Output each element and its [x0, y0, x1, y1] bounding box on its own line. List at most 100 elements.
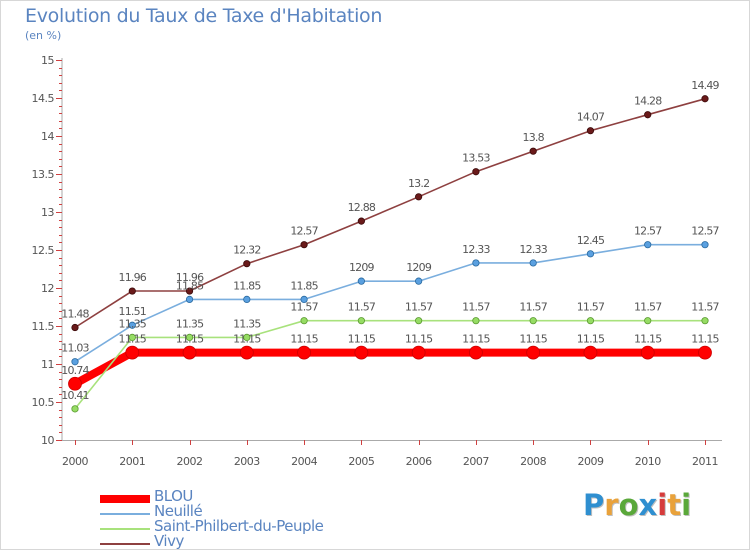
- y-tick-label: 13: [41, 206, 54, 219]
- data-label-saint-philbert-du-peuple: 11.57: [519, 301, 547, 314]
- data-label-neuille: 12.33: [462, 243, 490, 256]
- data-point-neuille: [128, 321, 136, 329]
- data-point-blou: [182, 345, 197, 360]
- legend-label: BLOU: [154, 487, 193, 505]
- data-point-neuille: [185, 295, 194, 303]
- data-label-saint-philbert-du-peuple: 11.57: [348, 301, 376, 314]
- x-tick-label: 2002: [177, 455, 203, 468]
- data-label-neuille: 11.51: [119, 305, 147, 318]
- data-label-neuille: 12.45: [577, 234, 605, 247]
- data-label-blou: 11.15: [233, 333, 261, 346]
- data-point-vivy: [472, 168, 480, 176]
- data-point-saint-philbert-du-peuple: [701, 317, 709, 325]
- data-label-blou: 11.15: [119, 333, 147, 346]
- data-label-blou: 11.15: [176, 333, 204, 346]
- data-label-saint-philbert-du-peuple: 11.35: [176, 317, 204, 330]
- chart-subtitle: (en %): [25, 29, 62, 42]
- data-label-saint-philbert-du-peuple: 11.35: [233, 317, 261, 330]
- x-tick-label: 2011: [692, 455, 718, 468]
- series-line-blou: [71, 348, 709, 388]
- data-label-neuille: 12.33: [519, 243, 547, 256]
- data-label-saint-philbert-du-peuple: 11.57: [405, 301, 433, 314]
- data-point-neuille: [415, 277, 423, 285]
- data-point-neuille: [586, 250, 595, 258]
- y-tick-label: 14: [41, 130, 54, 143]
- data-label-blou: 11.15: [290, 333, 318, 346]
- data-label-blou: 11.15: [691, 333, 719, 346]
- data-label-vivy: 13.53: [462, 152, 490, 165]
- data-label-neuille: 1209: [406, 261, 432, 274]
- data-point-vivy: [128, 287, 136, 295]
- data-label-saint-philbert-du-peuple: 11.57: [290, 301, 318, 314]
- data-point-blou: [640, 345, 655, 360]
- data-point-saint-philbert-du-peuple: [357, 317, 365, 325]
- data-point-vivy: [300, 241, 308, 249]
- data-label-vivy: 13.2: [408, 177, 429, 190]
- data-point-neuille: [472, 259, 480, 267]
- data-label-vivy: 12.57: [290, 225, 318, 238]
- data-label-blou: 11.15: [462, 333, 490, 346]
- data-label-vivy: 12.32: [233, 244, 261, 257]
- x-tick-label: 2007: [463, 455, 489, 468]
- y-tick-label: 11: [41, 358, 54, 371]
- data-point-vivy: [415, 193, 423, 201]
- x-tick-label: 2009: [577, 455, 603, 468]
- data-point-neuille: [71, 358, 79, 366]
- data-point-blou: [698, 345, 712, 360]
- data-label-blou: 10.74: [61, 364, 89, 377]
- data-point-blou: [411, 345, 426, 360]
- data-label-neuille: 12.57: [634, 225, 662, 238]
- data-point-neuille: [701, 241, 709, 249]
- data-point-saint-philbert-du-peuple: [586, 317, 595, 325]
- data-label-saint-philbert-du-peuple: 10.41: [61, 389, 89, 402]
- legend-label: Vivy: [154, 532, 184, 550]
- y-tick-label: 10.5: [32, 396, 55, 409]
- y-tick-label: 12: [41, 282, 54, 295]
- legend-swatch: [100, 543, 150, 545]
- data-point-saint-philbert-du-peuple: [185, 333, 194, 341]
- data-label-neuille: 11.85: [176, 279, 204, 292]
- data-label-vivy: 12.88: [348, 201, 376, 214]
- y-tick-label: 14.5: [32, 92, 55, 105]
- data-label-vivy: 13.8: [523, 131, 545, 144]
- data-point-saint-philbert-du-peuple: [128, 333, 136, 341]
- x-tick-label: 2001: [119, 455, 145, 468]
- x-tick-label: 2005: [348, 455, 374, 468]
- data-label-neuille: 12.57: [691, 225, 719, 238]
- data-label-saint-philbert-du-peuple: 11.57: [634, 301, 662, 314]
- data-label-neuille: 11.85: [233, 279, 261, 292]
- data-label-saint-philbert-du-peuple: 11.57: [462, 301, 490, 314]
- data-point-saint-philbert-du-peuple: [300, 317, 308, 325]
- data-label-vivy: 11.96: [176, 271, 204, 284]
- data-label-neuille: 1209: [349, 261, 375, 274]
- data-point-vivy: [243, 260, 251, 268]
- data-point-saint-philbert-du-peuple: [472, 317, 480, 325]
- data-point-blou: [354, 345, 369, 360]
- data-label-saint-philbert-du-peuple: 11.57: [691, 301, 719, 314]
- data-label-vivy: 14.49: [691, 79, 719, 92]
- y-tick-label: 15: [41, 54, 54, 67]
- data-point-vivy: [529, 147, 537, 155]
- data-point-vivy: [71, 323, 79, 332]
- x-tick-label: 2006: [406, 455, 432, 468]
- proxiti-logo: Proxiti: [583, 488, 692, 522]
- x-tick-label: 2004: [291, 455, 317, 468]
- data-point-vivy: [586, 127, 595, 135]
- data-point-neuille: [644, 241, 652, 249]
- data-point-saint-philbert-du-peuple: [644, 317, 652, 325]
- data-point-saint-philbert-du-peuple: [243, 333, 251, 341]
- data-point-vivy: [357, 217, 365, 225]
- data-point-saint-philbert-du-peuple: [71, 405, 79, 413]
- data-point-neuille: [243, 295, 251, 303]
- data-point-neuille: [300, 295, 308, 303]
- data-point-blou: [526, 345, 541, 360]
- data-point-blou: [125, 345, 140, 360]
- data-point-blou: [583, 345, 598, 360]
- data-point-vivy: [701, 95, 709, 103]
- data-label-blou: 11.15: [519, 333, 547, 346]
- chart-title: Evolution du Taux de Taxe d'Habitation: [25, 5, 383, 27]
- y-tick-label: 13.5: [32, 168, 55, 181]
- data-point-vivy: [185, 287, 194, 295]
- data-label-saint-philbert-du-peuple: 11.57: [577, 301, 605, 314]
